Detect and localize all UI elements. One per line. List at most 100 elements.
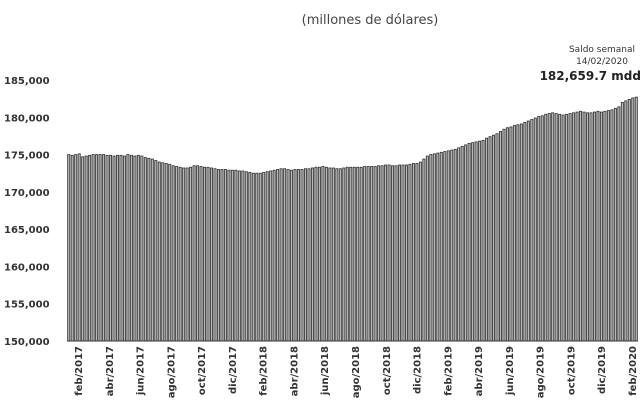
x-tick-label: feb/2017 (74, 346, 85, 396)
bar (481, 139, 485, 342)
bar (446, 150, 450, 342)
bar (627, 98, 631, 342)
bar (516, 124, 520, 342)
y-tick-label: 150,000 (4, 337, 50, 348)
bar (67, 154, 71, 342)
bar (102, 154, 106, 342)
y-tick-label: 155,000 (4, 300, 50, 311)
bar (579, 110, 583, 342)
y-tick-label: 180,000 (4, 113, 50, 124)
bar (363, 166, 367, 342)
bar (248, 172, 252, 342)
bar (485, 137, 489, 342)
bar (366, 166, 370, 342)
bar (505, 127, 509, 342)
bar (502, 128, 506, 342)
bar (269, 170, 273, 342)
bar (210, 167, 213, 342)
bar (565, 113, 569, 342)
bar (216, 169, 220, 342)
bar (634, 96, 638, 342)
bar (370, 166, 374, 342)
bar (147, 157, 151, 342)
chart-annotation: Saldo semanal 14/02/2020 182,659.7 mdd (540, 45, 641, 83)
bar (109, 154, 113, 342)
bar (314, 166, 318, 342)
x-tick-label: ago/2019 (536, 346, 547, 398)
bar (283, 168, 287, 342)
bar (178, 166, 182, 342)
bar (95, 154, 99, 342)
bar (98, 154, 102, 342)
bar (530, 119, 534, 342)
bar (582, 111, 586, 342)
x-tick-label: oct/2019 (566, 346, 577, 395)
bar (589, 112, 593, 342)
x-tick-label: abr/2018 (289, 346, 300, 396)
bar (593, 111, 596, 342)
bar (429, 154, 433, 342)
bar (175, 166, 179, 342)
bar (464, 144, 468, 342)
bar (74, 154, 78, 342)
bar (391, 165, 395, 342)
bar (533, 117, 537, 342)
bar (498, 131, 502, 342)
x-tick-label: oct/2018 (382, 346, 393, 395)
bar (244, 171, 248, 342)
bar (168, 163, 172, 342)
y-tick-label: 170,000 (4, 188, 50, 199)
bar (258, 172, 262, 342)
bar (143, 157, 147, 342)
bar (512, 125, 516, 342)
bar (297, 169, 301, 342)
bar (84, 155, 88, 342)
bar (443, 151, 447, 342)
bar (398, 164, 401, 342)
x-axis: feb/2017 abr/2017 jun/2017 ago/2017 oct/2017… (74, 346, 639, 398)
bar (265, 171, 269, 342)
bar (213, 168, 217, 342)
bar (300, 169, 304, 342)
bar (206, 166, 210, 342)
bar (610, 109, 614, 342)
bar (237, 170, 241, 342)
bar (157, 161, 161, 342)
bar (606, 110, 610, 342)
bar (129, 154, 133, 342)
bar (342, 167, 346, 342)
bar (359, 166, 363, 342)
bar (286, 169, 290, 342)
bar (631, 97, 635, 342)
bar (575, 111, 579, 342)
x-tick-label: jun/2017 (136, 346, 147, 396)
bar (394, 165, 398, 342)
bar (453, 148, 457, 342)
bar (133, 155, 137, 342)
bar (116, 154, 119, 342)
annotation-line-2: 14/02/2020 (576, 57, 628, 67)
bar (547, 113, 551, 342)
x-tick-label: jun/2018 (320, 346, 331, 396)
bar (450, 149, 454, 342)
bar (617, 106, 621, 342)
x-tick-label: feb/2018 (259, 346, 270, 396)
bar (596, 110, 600, 342)
bar (495, 133, 499, 342)
bar (471, 142, 475, 342)
bar (540, 115, 544, 342)
bar (349, 166, 353, 342)
annotation-line-1: Saldo semanal (569, 45, 635, 55)
x-tick-label: oct/2017 (197, 346, 208, 395)
x-tick-label: abr/2017 (105, 346, 116, 396)
bar (474, 141, 478, 342)
bar (192, 165, 196, 342)
bar (411, 163, 415, 342)
bar (586, 112, 590, 342)
x-tick-label: feb/2019 (443, 346, 454, 396)
bar (568, 113, 572, 342)
bar (418, 161, 422, 342)
bar (241, 170, 245, 342)
bar (422, 158, 426, 342)
bar (488, 136, 492, 342)
